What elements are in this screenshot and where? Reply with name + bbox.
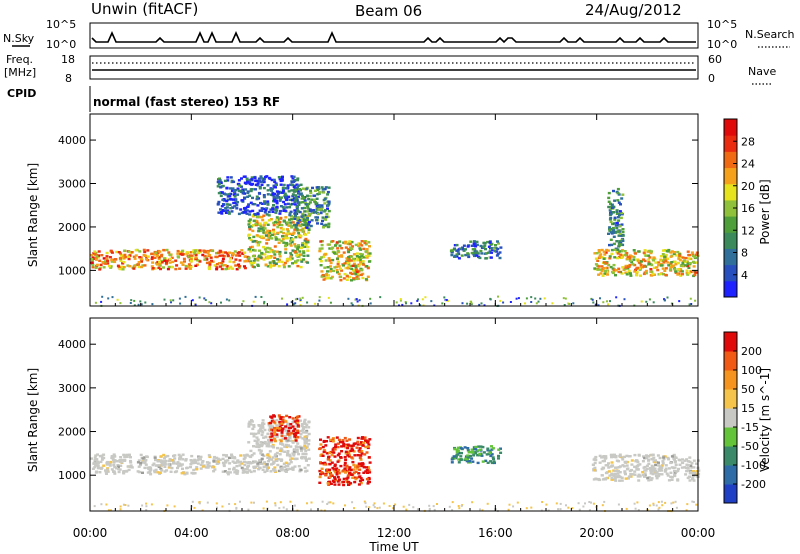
velocity-ytick-label: 1000: [58, 469, 86, 482]
power-colorbar-tick: 28: [741, 135, 755, 148]
power-axes: 1000 2000 3000 4000: [58, 114, 699, 306]
velocity-panel: 1000 2000 3000 4000 00:00 04:00 08:00 12:00 16:0…: [26, 317, 772, 540]
xtick-label: 08:00: [275, 526, 310, 540]
nsky-label: N.Sky: [3, 32, 35, 45]
velocity-ylabel: Slant Range [km]: [26, 368, 40, 472]
velocity-ytick-label: 3000: [58, 382, 86, 395]
velocity-colorbar-tick: -100: [741, 459, 766, 472]
velocity-colorbar-tick: -15: [741, 421, 759, 434]
xtick-label: 00:00: [73, 526, 108, 540]
power-colorbar-tick: 16: [741, 202, 755, 215]
velocity-scatter: [90, 414, 701, 513]
power-scatter: [90, 175, 700, 307]
velocity-axes: 1000 2000 3000 4000 00:00 04:00 08:00 12:00 16:0…: [58, 318, 715, 540]
freq-label: Freq.: [6, 53, 33, 66]
velocity-colorbar-segment: [724, 484, 737, 504]
power-ylabel: Slant Range [km]: [26, 163, 40, 267]
power-colorbar-segment: [724, 280, 737, 298]
power-ytick-label: 1000: [58, 264, 86, 277]
freq-unit-label: [MHz]: [4, 66, 36, 79]
power-colorbar-segment: [724, 167, 737, 185]
power-colorbar-segment: [724, 232, 737, 249]
power-colorbar-segment: [724, 199, 737, 217]
xtick-label: 12:00: [377, 526, 412, 540]
velocity-ytick-label: 4000: [58, 338, 86, 351]
xtick-label: 00:00: [681, 526, 716, 540]
velocity-colorbar-segment: [724, 408, 737, 428]
xtick-label: 16:00: [478, 526, 513, 540]
velocity-colorbar-tick: 100: [741, 364, 762, 377]
power-colorbar-segment: [724, 183, 737, 201]
station-title: Unwin (fitACF): [91, 0, 198, 18]
nsearch-tick-bottom: 10^0: [707, 38, 737, 51]
velocity-colorbar-segment: [724, 465, 737, 485]
power-colorbar-segment: [724, 151, 737, 169]
power-colorbar-tick: 20: [741, 180, 755, 193]
beam-title: Beam 06: [355, 2, 422, 20]
nsearch-label: N.Search: [745, 28, 795, 41]
velocity-colorbar-segment: [724, 389, 737, 409]
power-colorbar-segment: [724, 135, 737, 152]
velocity-colorbar-segment: [724, 446, 737, 466]
power-colorbar-tick: 24: [741, 158, 755, 171]
power-colorbar-segment: [724, 264, 737, 282]
power-colorbar-segment: [724, 216, 737, 233]
nsky-panel: N.Sky 10^5 10^0 10^5 10^0 N.Search: [3, 18, 795, 51]
power-colorbar: 4 8 12 16 20 24 28: [723, 118, 755, 298]
velocity-colorbar-segment: [724, 332, 737, 352]
cpid-panel: CPID normal (fast stereo) 153 RF: [7, 86, 280, 112]
velocity-colorbar-segment: [724, 427, 737, 447]
power-ytick-label: 3000: [58, 178, 86, 191]
power-ytick-label: 4000: [58, 134, 86, 147]
velocity-colorbar-tick: -200: [741, 478, 766, 491]
freq-tick-top: 18: [61, 53, 75, 66]
nave-tick-bottom: 0: [708, 72, 715, 85]
velocity-ytick-label: 2000: [58, 426, 86, 439]
power-colorbar-tick: 12: [741, 224, 755, 237]
velocity-colorbar-tick: 50: [741, 383, 755, 396]
velocity-colorbar-segment: [724, 370, 737, 390]
freq-tick-bottom: 8: [65, 72, 72, 85]
power-colorbar-segment: [724, 248, 737, 266]
velocity-colorbar-segment: [724, 351, 737, 371]
velocity-colorbar-label: Velocity [m s^-1]: [758, 368, 772, 472]
velocity-colorbar-tick: 15: [741, 402, 755, 415]
nsearch-tick-top: 10^5: [707, 18, 737, 31]
power-colorbar-tick: 4: [741, 269, 748, 282]
x-axis-label: Time UT: [368, 540, 419, 554]
velocity-colorbar-tick: -50: [741, 440, 759, 453]
xtick-label: 20:00: [579, 526, 614, 540]
nave-label: Nave: [748, 65, 776, 78]
xtick-label: 04:00: [174, 526, 209, 540]
nave-tick-top: 60: [708, 53, 722, 66]
nsky-trace: [91, 31, 696, 44]
cpid-mode-text: normal (fast stereo) 153 RF: [93, 95, 280, 109]
freq-panel: Freq. [MHz] 18 8 60 0 Nave: [4, 53, 776, 85]
cpid-label: CPID: [7, 87, 36, 100]
velocity-colorbar-tick: 200: [741, 345, 762, 358]
power-colorbar-segment: [724, 119, 737, 136]
power-colorbar-label: Power [dB]: [758, 179, 772, 244]
power-colorbar-tick: 8: [741, 247, 748, 260]
date-title: 24/Aug/2012: [585, 1, 682, 19]
nsky-tick-top: 10^5: [46, 18, 76, 31]
power-ytick-label: 2000: [58, 221, 86, 234]
power-panel: 1000 2000 3000 4000 Slant Range [km] 4 8 12 16…: [26, 113, 772, 307]
velocity-colorbar: 200 100 50 15 -15 -50 -100 -200: [723, 331, 766, 504]
nsky-tick-bottom: 10^0: [46, 38, 76, 51]
